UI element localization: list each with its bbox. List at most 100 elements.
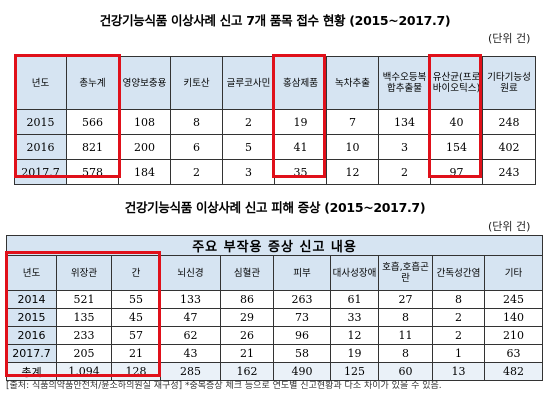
column-header: 기타기능성원료 (482, 56, 536, 110)
table-cell: 47 (160, 308, 221, 327)
table-cell: 12 (330, 326, 379, 345)
table-cell: 154 (430, 134, 483, 160)
table-header-row: 년도 위장관 간 뇌신경 심혈관 피부 대사성장애 호흡,호흡곤란 간독성간염 … (6, 255, 544, 291)
column-header: 피부 (273, 255, 331, 291)
table-cell: 29 (220, 308, 274, 327)
group-header: 주요 부작용 증상 신고 내용 (5, 235, 544, 256)
column-header: 뇌신경 (160, 255, 221, 291)
table1-title: 건강기능식품 이상사례 신고 7개 품목 접수 현황 (2015~2017.7) (99, 13, 451, 28)
column-header: 기타 (483, 255, 544, 291)
group-header-row: 주요 부작용 증상 신고 내용 (5, 235, 544, 256)
table-cell: 2 (170, 159, 223, 185)
table-cell: 27 (378, 290, 433, 309)
column-header: 호흡,호흡곤란 (378, 255, 433, 291)
column-header: 홍삼제품 (274, 56, 327, 110)
table2-title: 건강기능식품 이상사례 신고 피해 증상 (2015~2017.7) (124, 200, 426, 215)
year-cell: 2016 (14, 134, 67, 160)
table-cell: 33 (330, 308, 379, 327)
table-cell: 200 (118, 134, 171, 160)
table-cell: 8 (378, 308, 433, 327)
table-row: 2017.7 205 21 43 21 58 19 8 1 63 (6, 344, 544, 363)
table-cell: 5 (222, 134, 275, 160)
column-header: 대사성장애 (330, 255, 379, 291)
table-cell: 86 (220, 290, 274, 309)
year-cell: 2016 (6, 326, 57, 345)
column-header: 년도 (6, 255, 57, 291)
table-row: 2015 566 108 8 2 19 7 134 40 248 (14, 109, 536, 135)
table-cell: 21 (220, 344, 274, 363)
table-cell: 40 (430, 109, 483, 135)
table-cell: 233 (56, 326, 112, 345)
table-cell: 21 (111, 344, 161, 363)
table-cell: 19 (330, 344, 379, 363)
table-cell: 285 (160, 362, 221, 381)
table-cell: 3 (222, 159, 275, 185)
year-cell: 2017.7 (14, 159, 67, 185)
table-cell: 2 (378, 159, 431, 185)
year-cell: 2017.7 (6, 344, 57, 363)
table-cell: 205 (56, 344, 112, 363)
year-cell: 2015 (14, 109, 67, 135)
table-cell: 108 (118, 109, 171, 135)
table-cell: 12 (326, 159, 379, 185)
table-cell: 263 (273, 290, 331, 309)
table-cell: 162 (220, 362, 274, 381)
column-header: 총누계 (66, 56, 119, 110)
column-header: 간 (111, 255, 161, 291)
table-cell: 55 (111, 290, 161, 309)
table-cell: 96 (273, 326, 331, 345)
table-cell: 248 (482, 109, 536, 135)
column-header: 녹차추출 (326, 56, 379, 110)
table-row: 2017.7 578 184 2 3 35 12 2 97 243 (14, 159, 536, 185)
table-cell: 62 (160, 326, 221, 345)
table-row: 2015 135 45 47 29 73 33 8 2 140 (6, 308, 544, 327)
table-cell: 2 (222, 109, 275, 135)
table-cell: 245 (483, 290, 544, 309)
table-cell: 8 (432, 290, 485, 309)
table-cell: 210 (483, 326, 544, 345)
year-cell: 2014 (6, 290, 57, 309)
table-cell: 184 (118, 159, 171, 185)
table-cell: 7 (326, 109, 379, 135)
table-cell: 2 (432, 308, 485, 327)
table-cell: 3 (378, 134, 431, 160)
table-cell: 134 (378, 109, 431, 135)
column-header: 간독성간염 (432, 255, 485, 291)
year-cell: 2015 (6, 308, 57, 327)
table-cell: 521 (56, 290, 112, 309)
product-report-table: 년도 총누계 영양보충용 키토산 글루코사민 홍삼제품 녹차추출 백수오등복합추… (14, 56, 536, 185)
table-cell: 57 (111, 326, 161, 345)
column-header: 유산균(프로바이오틱스) (430, 56, 483, 110)
source-note: [출처: 식품의약품안전처/윤소하의원실 재구성] *중복증상 체크 등으로 연… (6, 381, 442, 391)
table2-unit: (단위 건) (488, 220, 531, 233)
table-cell: 566 (66, 109, 119, 135)
column-header: 키토산 (170, 56, 223, 110)
table-cell: 11 (378, 326, 433, 345)
table-cell: 73 (273, 308, 331, 327)
table-row: 2014 521 55 133 86 263 61 27 8 245 (6, 290, 544, 309)
column-header: 글루코사민 (222, 56, 275, 110)
table-cell: 45 (111, 308, 161, 327)
table-cell: 125 (330, 362, 379, 381)
table-cell: 6 (170, 134, 223, 160)
table-cell: 482 (483, 362, 544, 381)
table-cell: 97 (430, 159, 483, 185)
table-cell: 135 (56, 308, 112, 327)
table-cell: 8 (170, 109, 223, 135)
symptom-report-table: 주요 부작용 증상 신고 내용 년도 위장관 간 뇌신경 심혈관 피부 대사성장… (5, 235, 544, 381)
table-cell: 10 (326, 134, 379, 160)
table-cell: 61 (330, 290, 379, 309)
table-cell: 133 (160, 290, 221, 309)
table-cell: 41 (274, 134, 327, 160)
column-header: 위장관 (56, 255, 112, 291)
table-cell: 140 (483, 308, 544, 327)
column-header: 년도 (14, 56, 67, 110)
table-cell: 1 (432, 344, 485, 363)
table-cell: 26 (220, 326, 274, 345)
table-row: 2016 821 200 6 5 41 10 3 154 402 (14, 134, 536, 160)
table-cell: 19 (274, 109, 327, 135)
column-header: 영양보충용 (118, 56, 171, 110)
table-cell: 8 (378, 344, 433, 363)
table-cell: 578 (66, 159, 119, 185)
column-header: 백수오등복합추출물 (378, 56, 431, 110)
